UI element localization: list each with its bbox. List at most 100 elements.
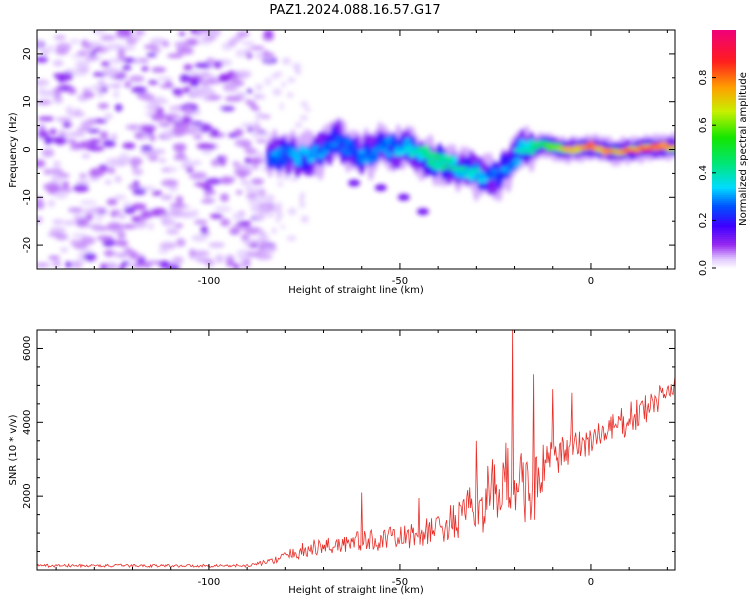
noise-blob — [85, 213, 94, 221]
noise-blob — [173, 123, 191, 131]
colorbar-band — [712, 196, 736, 200]
colorbar-band — [712, 254, 736, 257]
snr-series-line — [37, 330, 675, 569]
noise-blob — [173, 154, 187, 161]
colorbar-tick-label: 0.0 — [698, 260, 709, 276]
signal-blob — [389, 138, 398, 150]
noise-blob — [208, 95, 222, 100]
noise-blob — [73, 184, 89, 193]
colorbar-band — [712, 212, 736, 216]
noise-blob — [300, 215, 309, 223]
noise-blob — [266, 212, 275, 218]
signal-blob — [472, 167, 481, 174]
noise-blob — [266, 194, 275, 202]
noise-blob — [245, 147, 257, 155]
noise-blob — [54, 233, 69, 241]
colorbar-band — [712, 242, 736, 245]
noise-blob — [108, 43, 124, 51]
noise-blob — [167, 53, 183, 58]
y-tick-label: 6000 — [22, 336, 33, 361]
noise-blob — [83, 252, 97, 262]
noise-blob — [55, 42, 72, 52]
noise-blob — [92, 30, 106, 35]
signal-blob — [632, 149, 641, 154]
colorbar-band — [712, 166, 736, 170]
noise-blob — [182, 129, 197, 135]
colorbar-band — [712, 214, 736, 218]
noise-blob — [200, 225, 209, 235]
colorbar-band — [712, 105, 736, 108]
noise-blob — [62, 220, 77, 226]
noise-blob — [258, 196, 269, 201]
noise-blob — [233, 263, 240, 269]
noise-blob — [166, 228, 180, 235]
signal-blob — [371, 152, 380, 163]
colorbar-band — [712, 216, 736, 220]
noise-blob — [227, 177, 236, 182]
noise-blob — [112, 252, 130, 257]
noise-blob — [221, 155, 228, 164]
colorbar-band — [712, 87, 736, 91]
noise-blob — [121, 44, 136, 51]
colorbar-band — [712, 194, 736, 198]
signal-blob — [485, 179, 498, 187]
noise-blob — [287, 92, 294, 98]
noise-blob — [272, 205, 282, 214]
noise-blob — [299, 200, 306, 209]
noise-blob — [281, 57, 292, 65]
colorbar-band — [712, 97, 736, 101]
colorbar-band — [712, 139, 736, 142]
noise-blob — [251, 178, 264, 186]
noise-blob — [113, 195, 127, 200]
colorbar-band — [712, 174, 736, 178]
colorbar-band — [712, 246, 736, 249]
noise-blob — [146, 52, 158, 58]
noise-blob — [151, 112, 166, 122]
noise-blob — [214, 254, 225, 264]
noise-blob — [165, 80, 173, 89]
noise-blob — [174, 41, 191, 48]
noise-blob — [279, 102, 284, 110]
noise-blob — [198, 143, 216, 151]
noise-blob — [39, 89, 56, 98]
noise-blob — [287, 208, 297, 215]
signal-blob — [449, 154, 458, 166]
noise-blob — [89, 85, 104, 91]
noise-blob — [260, 241, 268, 249]
noise-blob — [65, 261, 73, 269]
x-tick-label: -50 — [392, 577, 408, 588]
noise-blob — [52, 219, 64, 225]
noise-blob — [114, 103, 123, 112]
colorbar-band — [712, 45, 736, 49]
noise-blob — [227, 39, 237, 47]
noise-blob — [117, 48, 126, 57]
noise-blob — [114, 175, 122, 183]
noise-blob — [97, 102, 109, 110]
colorbar-band — [712, 250, 736, 253]
noise-blob — [300, 101, 308, 108]
noise-blob — [304, 107, 311, 112]
signal-blob — [435, 155, 444, 161]
colorbar-band — [712, 176, 736, 180]
noise-blob — [254, 113, 264, 119]
colorbar-band — [712, 188, 736, 192]
noise-blob — [69, 39, 81, 44]
colorbar-tick-label: 0.6 — [698, 117, 709, 133]
colorbar-band — [712, 248, 736, 251]
noise-blob — [102, 67, 120, 76]
colorbar-band — [712, 135, 736, 138]
noise-blob — [79, 248, 93, 253]
noise-blob — [299, 115, 308, 121]
signal-blob — [374, 184, 387, 192]
noise-blob — [107, 222, 123, 230]
noise-blob — [40, 48, 49, 56]
noise-blob — [175, 195, 184, 204]
noise-blob — [86, 223, 103, 229]
noise-blob — [252, 130, 259, 138]
colorbar-band — [712, 172, 736, 176]
colorbar-band — [712, 69, 736, 73]
noise-blob — [194, 219, 208, 225]
colorbar-band — [712, 117, 736, 120]
signal-blob — [531, 146, 541, 150]
